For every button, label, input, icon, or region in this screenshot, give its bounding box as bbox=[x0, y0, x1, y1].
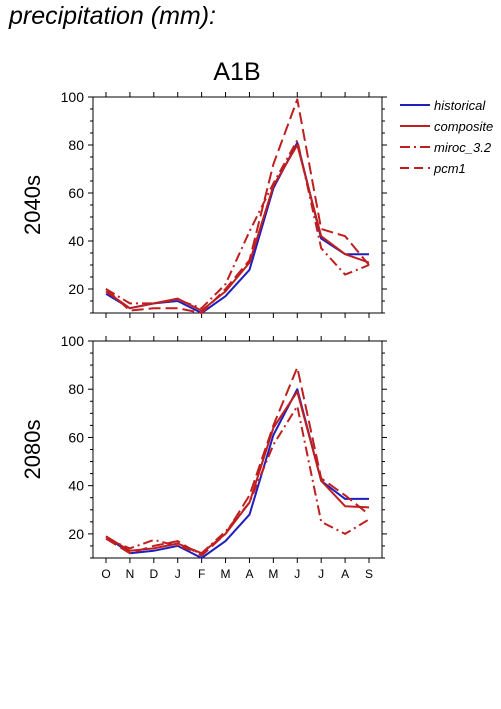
y-axis-label: 2080s bbox=[20, 420, 45, 480]
series-line-miroc-3-2 bbox=[105, 139, 370, 310]
series-line-miroc-3-2 bbox=[105, 405, 370, 555]
plot-frame bbox=[92, 340, 383, 559]
series-line-pcm1 bbox=[105, 98, 370, 314]
y-axis-label: 2040s bbox=[20, 175, 45, 235]
y-tick-label: 60 bbox=[68, 185, 84, 201]
y-tick-label: 40 bbox=[68, 478, 84, 494]
series-line-historical bbox=[105, 388, 369, 559]
series-line-pcm1 bbox=[105, 366, 370, 557]
series-line-composite bbox=[105, 390, 370, 555]
series-line-composite bbox=[105, 144, 370, 312]
panel-2040s: 20 40 60 80 100 2040s bbox=[20, 89, 387, 318]
x-tick-label: A bbox=[245, 567, 253, 581]
legend-label: pcm1 bbox=[433, 161, 466, 176]
x-tick-label: F bbox=[198, 567, 205, 581]
y-tick-label: 80 bbox=[68, 137, 84, 153]
y-tick-label: 20 bbox=[68, 281, 84, 297]
legend-label: historical bbox=[434, 98, 486, 113]
legend-label: composite bbox=[434, 119, 493, 134]
scenario-title: A1B bbox=[213, 58, 260, 86]
legend: historical composite miroc_3.2 pcm1 bbox=[400, 98, 493, 176]
y-tick-label: 100 bbox=[61, 333, 85, 349]
legend-label: miroc_3.2 bbox=[434, 140, 492, 155]
x-tick-label: M bbox=[268, 567, 278, 581]
plot-frame bbox=[92, 96, 383, 314]
x-tick-label: J bbox=[175, 567, 181, 581]
x-tick-label: A bbox=[341, 567, 349, 581]
y-tick-label: 60 bbox=[68, 429, 84, 445]
x-tick-label: M bbox=[221, 567, 231, 581]
x-tick-label: J bbox=[318, 567, 324, 581]
x-tick-label: O bbox=[101, 567, 110, 581]
x-tick-label: S bbox=[365, 567, 373, 581]
x-tick-label: N bbox=[126, 567, 135, 581]
y-tick-label: 40 bbox=[68, 233, 84, 249]
y-tick-label: 20 bbox=[68, 526, 84, 542]
page-title: precipitation (mm): bbox=[9, 2, 216, 30]
x-tick-label: J bbox=[294, 567, 300, 581]
x-tick-label: D bbox=[149, 567, 158, 581]
y-tick-label: 100 bbox=[61, 89, 85, 105]
y-tick-label: 80 bbox=[68, 381, 84, 397]
series-line-historical bbox=[105, 141, 369, 314]
